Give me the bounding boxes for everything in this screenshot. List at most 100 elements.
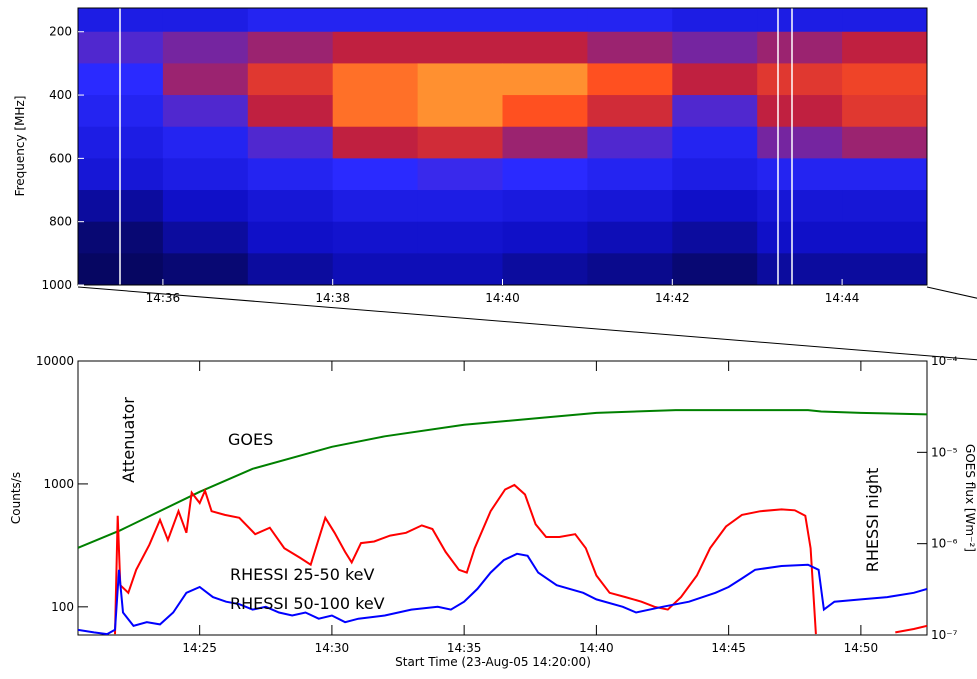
heatmap-cell — [332, 158, 419, 191]
x-tick-label: 14:30 — [315, 641, 350, 655]
heatmap-cell — [757, 126, 843, 159]
zoom-connector — [77, 286, 977, 361]
heatmap-cell — [417, 190, 503, 223]
y2-tick-label: 10⁻⁷ — [931, 628, 958, 642]
y-tick-label: 1000 — [43, 477, 74, 491]
x-tick-label: 14:44 — [825, 291, 860, 305]
heatmap-cell — [332, 221, 419, 254]
y-tick-label: 600 — [49, 151, 72, 165]
heatmap-cell — [587, 158, 673, 191]
heatmap-cell — [502, 126, 588, 159]
heatmap-cell — [587, 63, 673, 96]
series-label: RHESSI 25-50 keV — [230, 565, 374, 584]
x-tick-label: 14:45 — [711, 641, 746, 655]
heatmap-cell — [162, 126, 249, 159]
heatmap-cell — [757, 63, 843, 96]
heatmap-cell — [417, 31, 503, 64]
heatmap-cell — [247, 158, 334, 191]
series-label: RHESSI 50-100 keV — [230, 594, 385, 613]
heatmap-cell — [502, 158, 588, 191]
heatmap-cell — [332, 190, 419, 223]
heatmap-cell — [587, 190, 673, 223]
heatmap-cell — [672, 31, 758, 64]
x-tick-label: 14:25 — [182, 641, 217, 655]
series-line — [78, 409, 927, 549]
y-axis-label: Frequency [MHz] — [13, 96, 27, 197]
heatmap-cell — [162, 63, 249, 96]
y-axis-label: Counts/s — [9, 472, 23, 524]
heatmap-cell — [247, 190, 334, 223]
heatmap-cell — [587, 95, 673, 128]
heatmap-cell — [162, 158, 249, 191]
x-tick-label: 14:42 — [655, 291, 690, 305]
heatmap-cell — [162, 221, 249, 254]
heatmap-cell — [842, 8, 928, 33]
heatmap-cell — [417, 95, 503, 128]
heatmap-cell — [842, 31, 928, 64]
heatmap-cell — [162, 190, 249, 223]
heatmap-cell — [417, 158, 503, 191]
series-line — [78, 552, 927, 635]
heatmap-cell — [502, 8, 588, 33]
heatmap-cell — [842, 221, 928, 254]
heatmap-cell — [162, 253, 249, 286]
heatmap-cell — [672, 158, 758, 191]
series-line — [114, 483, 927, 635]
y-tick-label: 1000 — [41, 278, 72, 292]
y-tick-label: 10000 — [36, 354, 74, 368]
y2-axis-label: GOES flux [Wm⁻²] — [963, 444, 977, 552]
x-tick-label: 14:40 — [485, 291, 520, 305]
heatmap-cell — [672, 63, 758, 96]
x-tick-label: 14:38 — [315, 291, 350, 305]
y-tick-label: 800 — [49, 215, 72, 229]
heatmap-cell — [842, 63, 928, 96]
heatmap-cell — [417, 253, 503, 286]
heatmap-cell — [162, 8, 249, 33]
heatmap-cell — [842, 95, 928, 128]
heatmap-cell — [757, 31, 843, 64]
heatmap-cell — [502, 63, 588, 96]
heatmap-cell — [417, 126, 503, 159]
heatmap-cell — [672, 253, 758, 286]
heatmap-cell — [502, 221, 588, 254]
heatmap-cell — [247, 126, 334, 159]
heatmap-cell — [587, 8, 673, 33]
y-tick-label: 200 — [49, 25, 72, 39]
heatmap-cell — [332, 126, 419, 159]
heatmap-cell — [162, 31, 249, 64]
heatmap-cell — [672, 8, 758, 33]
x-tick-label: 14:40 — [579, 641, 614, 655]
heatmap-cell — [417, 63, 503, 96]
annotation: Attenuator — [119, 397, 138, 483]
heatmap-cell — [332, 253, 419, 286]
x-axis-label: Start Time (23-Aug-05 14:20:00) — [395, 655, 591, 669]
heatmap-cell — [247, 8, 334, 33]
heatmap-cell — [587, 221, 673, 254]
heatmap-cell — [332, 31, 419, 64]
heatmap-cell — [842, 190, 928, 223]
heatmap-cell — [247, 221, 334, 254]
heatmap-cell — [587, 253, 673, 286]
heatmap-cell — [672, 126, 758, 159]
heatmap-cell — [757, 221, 843, 254]
heatmap-cell — [247, 253, 334, 286]
heatmap-cell — [672, 190, 758, 223]
heatmap-cell — [417, 221, 503, 254]
x-tick-label: 14:50 — [844, 641, 879, 655]
heatmap-cell — [757, 8, 843, 33]
zoom-connector — [926, 286, 977, 299]
heatmap-cell — [247, 95, 334, 128]
heatmap-cell — [587, 31, 673, 64]
heatmap-cell — [502, 253, 588, 286]
heatmap-cell — [587, 126, 673, 159]
annotation: RHESSI night — [863, 468, 882, 573]
series-group — [78, 409, 927, 635]
y-tick-label: 100 — [51, 600, 74, 614]
heatmap-cell — [757, 95, 843, 128]
x-tick-label: 14:35 — [447, 641, 482, 655]
heatmap-cell — [247, 63, 334, 96]
y2-tick-label: 10⁻⁶ — [931, 537, 958, 551]
